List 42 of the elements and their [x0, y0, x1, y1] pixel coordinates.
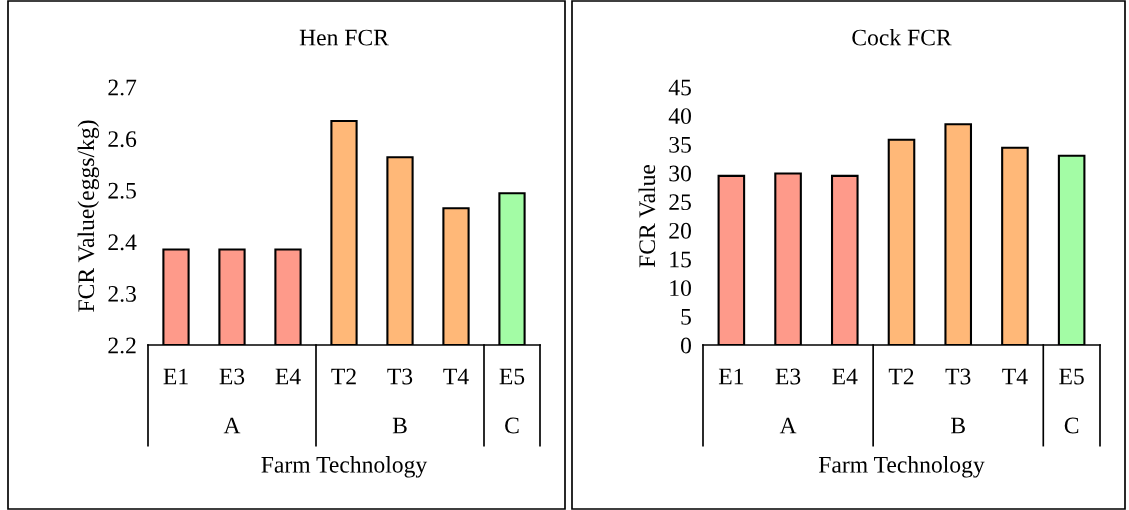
x-tick-label: E5 [1059, 368, 1084, 385]
y-tick-label: 15 [670, 251, 691, 268]
y-tick-label: 45 [668, 79, 691, 96]
y-tick-label: 2.6 [108, 131, 137, 148]
x-axis-title: Farm Technology [818, 456, 985, 478]
y-tick-label: 40 [668, 108, 691, 125]
y-tick-label: 2.4 [108, 234, 137, 251]
y-tick-label: 2.3 [108, 285, 136, 302]
y-axis-title: FCR Value(eggs/kg) [77, 120, 100, 312]
y-tick-label: 35 [669, 136, 691, 153]
x-tick-label: T2 [888, 368, 914, 385]
y-tick-label: 2.7 [108, 79, 137, 96]
x-axis-title: Farm Technology [261, 456, 428, 478]
y-tick-label: 0 [680, 337, 691, 354]
text: B [951, 417, 965, 434]
x-tick-label: T2 [331, 368, 356, 385]
x-tick-label: E1 [718, 368, 744, 385]
text: A [223, 417, 241, 434]
y-tick-label: 20 [669, 222, 691, 239]
x-tick-label: E5 [499, 368, 525, 385]
text: A [779, 417, 797, 434]
x-tick-label: T4 [1002, 368, 1028, 385]
x-tick-label: T3 [387, 368, 413, 385]
x-tick-label: T4 [443, 368, 469, 385]
chart-title: Cock FCR [852, 28, 952, 46]
x-tick-label: E4 [832, 368, 858, 385]
x-tick-label: E4 [275, 368, 301, 385]
y-tick-label: 25 [669, 194, 691, 211]
y-tick-label: 2.2 [108, 337, 136, 354]
y-axis-title: FCR Value [638, 164, 656, 268]
text: B [392, 417, 407, 434]
y-tick-label: 10 [670, 280, 691, 297]
y-tick-label: 2.5 [108, 182, 136, 199]
x-tick-label: E3 [219, 368, 245, 385]
x-tick-label: T3 [945, 368, 971, 385]
text: C [1064, 417, 1079, 434]
x-tick-label: E1 [163, 368, 188, 385]
x-tick-label: E3 [775, 368, 801, 385]
y-tick-label: 5 [681, 309, 691, 325]
text: C [505, 417, 519, 434]
chart-title: Hen FCR [299, 29, 389, 46]
y-tick-label: 30 [669, 165, 691, 182]
